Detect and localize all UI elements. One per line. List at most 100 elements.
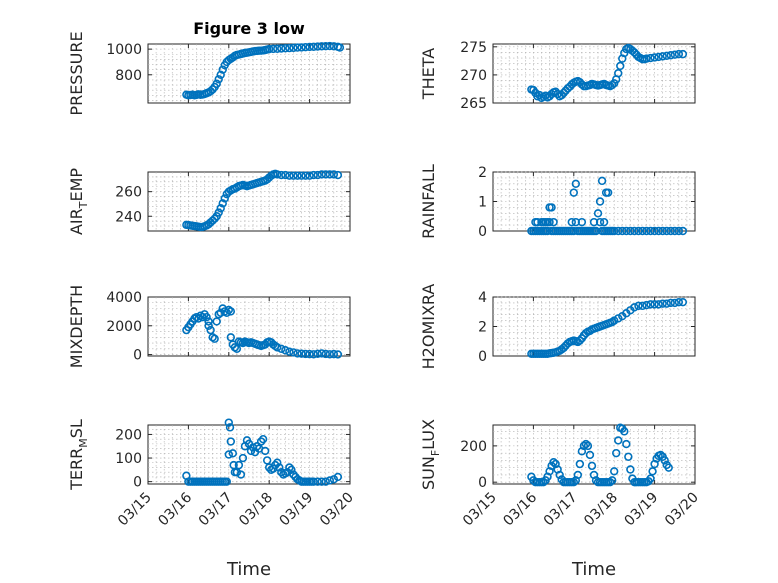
subplot-theta: 265 270 275 THETA	[419, 40, 696, 112]
terr-msl-data-point	[222, 477, 231, 486]
terr-msl-y-axis-label-rest: SL	[67, 419, 86, 438]
terr-msl-data-point	[238, 453, 248, 463]
air-temp-data-point	[333, 170, 343, 180]
sun-flux-y-axis-label-rest: LUX	[419, 419, 438, 450]
air-temp-data-point	[301, 171, 310, 180]
air-temp-y-tick-label: 260	[115, 185, 142, 201]
sun-flux-data-point	[609, 467, 619, 476]
sun-flux-y-axis-label-main: SUN	[419, 456, 438, 490]
terr-msl-data-point	[321, 477, 330, 486]
theta-data-point	[646, 53, 655, 63]
pressure-data-point	[285, 43, 294, 53]
rainfall-data-point	[571, 179, 581, 189]
rainfall-data-point	[609, 226, 619, 236]
mixdepth-data-point	[204, 317, 213, 326]
pressure-data-point	[265, 44, 274, 54]
theta-data-point	[650, 53, 659, 62]
terr-msl-data-point	[287, 465, 296, 475]
pressure-data-point	[218, 65, 227, 74]
sun-flux-data-point	[664, 463, 673, 472]
mixdepth-y-tick-label: 0	[133, 348, 142, 364]
mixdepth-data-point	[325, 350, 334, 359]
terr-msl-data-point	[225, 423, 235, 432]
air-temp-data-point	[293, 171, 302, 180]
terr-msl-data-point	[260, 446, 270, 456]
sun-flux-x-tick-label: 03/18	[581, 490, 621, 530]
h2omixra-data-point	[678, 297, 688, 307]
pressure-data-point	[281, 44, 290, 53]
sun-flux-x-tick-label: 03/17	[541, 490, 581, 530]
h2omixra-y-tick-label: 2	[478, 320, 487, 336]
terr-msl-x-tick-label: 03/18	[236, 490, 276, 530]
terr-msl-data-point	[275, 463, 284, 472]
mixdepth-data-point	[309, 350, 318, 359]
rainfall-data-point	[569, 188, 578, 197]
sun-flux-data-point	[624, 452, 633, 461]
pressure-data-point	[335, 43, 345, 52]
air-temp-data-point	[220, 194, 229, 203]
terr-msl-data-point	[224, 418, 234, 427]
h2omixra-y-tick-label: 4	[478, 290, 487, 306]
air-temp-data-point	[325, 170, 334, 179]
sun-flux-data-point	[579, 441, 589, 451]
h2omixra-data-point	[642, 300, 651, 310]
sun-flux-x-tick-label: 03/16	[500, 489, 540, 529]
rainfall-data-point	[567, 217, 576, 227]
air-temp-data-point	[305, 171, 314, 180]
pressure-data-point	[277, 44, 286, 53]
theta-data-point	[616, 61, 625, 71]
sun-flux-data-point	[660, 456, 669, 465]
air-temp-y-axis-label: AIRTEMP	[67, 168, 90, 235]
theta-data-point	[642, 54, 651, 63]
sun-flux-y-axis-label: SUNFLUX	[419, 419, 442, 490]
rainfall-data-point	[630, 226, 639, 236]
terr-msl-data-point	[226, 437, 236, 446]
air-temp-data-point	[297, 171, 306, 180]
mixdepth-data-point	[277, 344, 286, 354]
subplot-rainfall: 0 1 2 RAINFALL	[419, 164, 696, 240]
theta-data-point	[678, 49, 688, 59]
sun-flux-y-tick-label: 200	[460, 439, 487, 455]
mixdepth-y-axis-label-main: MIXDEPTH	[67, 285, 86, 368]
rainfall-data-point	[678, 226, 688, 236]
sun-flux-data-point	[585, 450, 595, 460]
air-temp-data-point	[281, 170, 290, 180]
h2omixra-y-axis-label: H2OMIXRA	[419, 284, 438, 370]
air-temp-data-point	[273, 170, 282, 179]
sun-flux-data-point	[605, 477, 615, 487]
theta-data-point	[607, 80, 617, 90]
sun-flux-x-axis-label: Time	[571, 559, 616, 580]
terr-msl-y-tick-label: 100	[115, 451, 142, 467]
h2omixra-data-point	[658, 299, 667, 308]
pressure-data-point	[289, 43, 298, 53]
mixdepth-data-point	[226, 333, 236, 342]
rainfall-y-axis-label-main: RAINFALL	[419, 164, 438, 239]
air-temp-data-point	[309, 170, 318, 180]
pressure-data-point	[212, 79, 221, 88]
mixdepth-data-point	[305, 349, 314, 359]
rainfall-data-point	[593, 209, 603, 218]
rainfall-data-point	[549, 217, 558, 227]
sun-flux-data-point	[581, 439, 591, 449]
sun-flux-y-tick-label: 0	[478, 475, 487, 491]
terr-msl-data-point	[325, 476, 334, 485]
mixdepth-data-point	[232, 344, 242, 354]
theta-y-tick-label: 270	[460, 68, 487, 84]
rainfall-data-point	[595, 217, 605, 227]
sun-flux-data-point	[614, 436, 623, 445]
rainfall-y-axis-label: RAINFALL	[419, 164, 438, 239]
h2omixra-data-point	[662, 299, 671, 308]
pressure-data-point	[321, 41, 330, 51]
sun-flux-data-point	[648, 467, 657, 476]
h2omixra-data-point	[575, 336, 585, 345]
theta-data-point	[654, 52, 663, 62]
mixdepth-data-point	[281, 346, 290, 355]
pressure-y-tick-label: 800	[115, 68, 142, 84]
theta-data-point	[666, 51, 675, 60]
rainfall-data-point	[614, 226, 623, 236]
sun-flux-data-point	[646, 474, 655, 483]
subplot-pressure: 800 1000 PRESSURE Figure 3 low	[67, 19, 351, 116]
air-temp-data-point	[321, 170, 330, 179]
h2omixra-data-point	[614, 314, 623, 323]
air-temp-data-point	[285, 171, 294, 180]
